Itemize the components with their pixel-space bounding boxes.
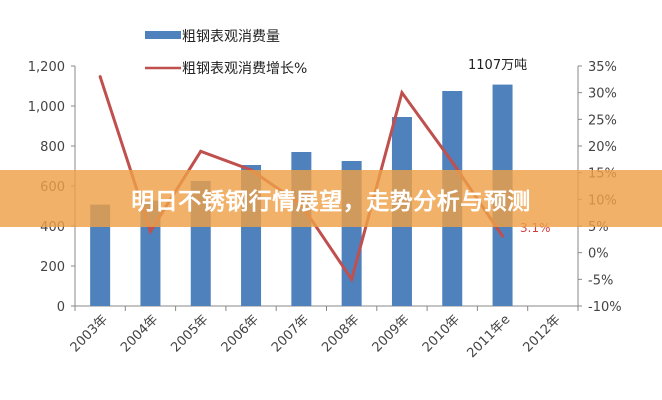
left-tick-label: 200: [40, 260, 65, 275]
x-tick-label: 2003年: [68, 312, 111, 355]
x-tick-label: 2009年: [370, 312, 413, 355]
x-tick-label: 2007年: [269, 312, 312, 355]
legend-line-label: 粗钢表观消费增长%: [182, 61, 307, 77]
banner-title: 明日不锈钢行情展望，走势分析与预测: [131, 188, 531, 215]
x-tick-label: 2006年: [219, 312, 262, 355]
legend-bar-label: 粗钢表观消费量: [182, 29, 280, 45]
growth-point-2005年: [199, 149, 203, 153]
annotation-total: 1107万吨: [468, 58, 527, 73]
right-tick-label: 25%: [588, 113, 617, 128]
x-tick-label: 2010年: [420, 312, 463, 355]
growth-point-2011年e: [501, 234, 505, 238]
x-tick-label: 2012年: [520, 312, 563, 355]
left-tick-label: 800: [40, 140, 65, 155]
left-tick-label: 1,000: [28, 100, 65, 115]
right-tick-label: 35%: [588, 60, 617, 75]
x-tick-label: 2011年e: [465, 312, 514, 361]
x-tick-label: 2005年: [168, 312, 211, 355]
growth-point-2004年: [148, 229, 152, 233]
growth-point-2009年: [400, 91, 404, 95]
x-tick-label: 2008年: [319, 312, 362, 355]
growth-point-2003年: [98, 75, 102, 79]
right-tick-label: 30%: [588, 87, 617, 102]
right-tick-label: 0%: [588, 247, 609, 262]
title-banner: 明日不锈钢行情展望，走势分析与预测: [0, 170, 662, 227]
left-tick-label: 1,200: [28, 60, 65, 75]
left-tick-label: 0: [57, 300, 65, 315]
legend-bar-swatch: [145, 31, 181, 39]
right-tick-label: -10%: [588, 300, 622, 315]
right-tick-label: -5%: [588, 273, 613, 288]
growth-point-2010年: [450, 160, 454, 164]
bar-2003年: [90, 204, 111, 306]
growth-point-2008年: [350, 277, 354, 281]
x-tick-label: 2004年: [118, 312, 161, 355]
right-tick-label: 20%: [588, 140, 617, 155]
